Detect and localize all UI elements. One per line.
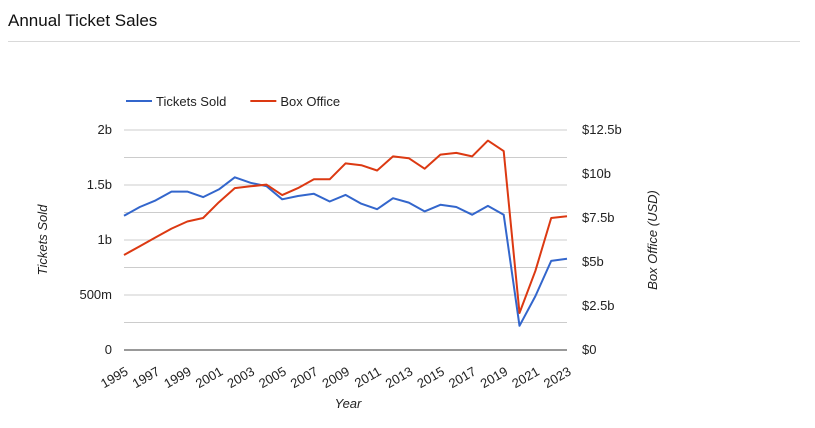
data-point: [439, 204, 441, 206]
data-point: [503, 150, 505, 152]
x-axis-tick-label: 1999: [161, 364, 194, 391]
data-point: [281, 198, 283, 200]
data-point: [297, 195, 299, 197]
page-title: Annual Ticket Sales: [8, 11, 158, 30]
data-point: [329, 178, 331, 180]
right-axis-title: Box Office (USD): [645, 190, 660, 290]
series-tickets-sold: [123, 176, 568, 327]
x-axis-tick-label: 2007: [288, 364, 321, 391]
legend: Tickets Sold Box Office: [126, 94, 340, 109]
title-divider: [8, 41, 800, 42]
data-point: [487, 205, 489, 207]
x-axis-tick-label: 1997: [130, 364, 163, 391]
x-axis-title: Year: [335, 396, 362, 411]
data-point: [550, 217, 552, 219]
right-axis-tick-label: $5b: [582, 254, 604, 269]
data-point: [139, 245, 141, 247]
x-axis-tick-label: 2021: [509, 364, 542, 391]
right-axis-tick-label: $2.5b: [582, 298, 615, 313]
x-axis-tick-label: 2017: [446, 364, 479, 391]
right-axis-tick-label: $10b: [582, 166, 611, 181]
data-point: [139, 206, 141, 208]
data-point: [424, 168, 426, 170]
data-point: [392, 155, 394, 157]
right-axis-tick-label: $7.5b: [582, 210, 615, 225]
x-axis-tick-label: 2019: [478, 364, 511, 391]
data-point: [360, 203, 362, 205]
data-point: [471, 214, 473, 216]
data-point: [534, 295, 536, 297]
data-point: [408, 202, 410, 204]
data-point: [123, 254, 125, 256]
x-axis-tick-label: 2015: [414, 364, 447, 391]
series-line: [123, 176, 568, 327]
x-axis-tick-label: 2011: [352, 364, 384, 391]
x-axis-tick-label: 2001: [193, 364, 226, 391]
data-point: [155, 236, 157, 238]
data-point: [218, 188, 220, 190]
data-point: [439, 154, 441, 156]
data-point: [186, 191, 188, 193]
x-axis-tick-label: 2009: [319, 364, 352, 391]
data-point: [408, 157, 410, 159]
data-point: [313, 178, 315, 180]
left-axis-tick-label: 500m: [79, 287, 112, 302]
data-point: [234, 187, 236, 189]
legend-label: Tickets Sold: [156, 94, 226, 109]
data-point: [155, 199, 157, 201]
series-box-office: [123, 139, 568, 314]
data-point: [170, 228, 172, 230]
left-axis-title: Tickets Sold: [35, 204, 50, 275]
x-axis-tick-label: 2003: [225, 364, 258, 391]
data-point: [360, 164, 362, 166]
data-point: [218, 201, 220, 203]
data-point: [376, 169, 378, 171]
gridlines: [124, 129, 567, 351]
data-point: [566, 215, 568, 217]
series-line: [123, 139, 568, 314]
x-axis-tick-label: 2013: [383, 364, 416, 391]
series-lines: [123, 139, 568, 327]
data-point: [297, 187, 299, 189]
data-point: [519, 312, 521, 314]
data-point: [519, 325, 521, 327]
right-axis-tick-label: $12.5b: [582, 122, 622, 137]
data-point: [392, 197, 394, 199]
data-point: [202, 196, 204, 198]
data-point: [250, 185, 252, 187]
data-point: [234, 176, 236, 178]
data-point: [345, 194, 347, 196]
legend-label: Box Office: [280, 94, 340, 109]
left-axis-tick-label: 1b: [98, 232, 112, 247]
x-axis-tick-label: 2005: [256, 364, 289, 391]
x-axis-tick-label: 2023: [541, 364, 574, 391]
data-point: [566, 258, 568, 260]
data-point: [123, 215, 125, 217]
data-point: [487, 140, 489, 142]
left-axis-tick-label: 0: [105, 342, 112, 357]
data-point: [455, 152, 457, 154]
data-point: [345, 162, 347, 164]
left-axis-tick-label: 1.5b: [87, 177, 112, 192]
data-point: [550, 260, 552, 262]
left-axis-tick-label: 2b: [98, 122, 112, 137]
data-point: [202, 217, 204, 219]
x-axis-tick-label: 1995: [98, 364, 131, 391]
data-point: [534, 270, 536, 272]
data-point: [313, 193, 315, 195]
data-point: [250, 182, 252, 184]
data-point: [281, 194, 283, 196]
data-point: [186, 221, 188, 223]
data-point: [329, 201, 331, 203]
data-point: [424, 210, 426, 212]
right-axis-tick-label: $0: [582, 342, 596, 357]
data-point: [376, 208, 378, 210]
data-point: [503, 214, 505, 216]
data-point: [265, 184, 267, 186]
data-point: [455, 206, 457, 208]
data-point: [170, 191, 172, 193]
data-point: [471, 155, 473, 157]
